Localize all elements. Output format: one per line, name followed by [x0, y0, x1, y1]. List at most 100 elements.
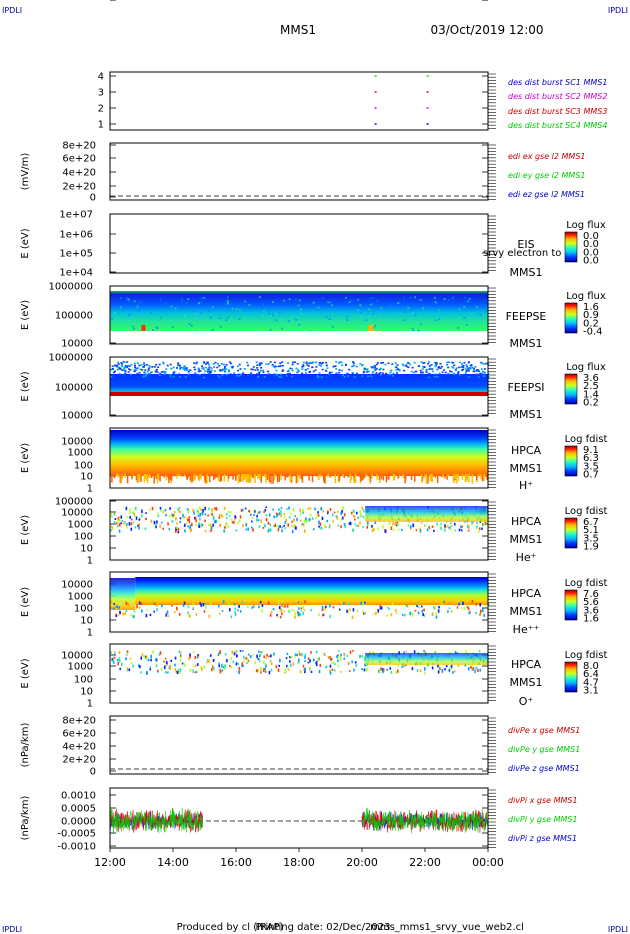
spectrogram-cell [178, 506, 181, 510]
spectrogram-cell [444, 371, 447, 374]
spectrogram-cell [437, 366, 440, 368]
spectrogram-cell [333, 669, 336, 672]
spectrogram-cell [143, 600, 145, 604]
spectrogram-cell [137, 664, 140, 667]
spectrogram-cell [238, 318, 241, 320]
spectrogram-cell [461, 474, 464, 480]
spectrogram-cell [281, 370, 284, 373]
spectrogram-cell [472, 368, 475, 370]
spectrogram-cell [340, 653, 342, 657]
spectrogram-cell [319, 522, 322, 527]
spectrogram-cell [325, 605, 327, 608]
spectrogram-cell [119, 297, 122, 299]
spectrogram-cell [452, 367, 455, 369]
spectrogram-cell [308, 518, 311, 522]
spectrogram-cell [304, 600, 306, 604]
spectrogram-cell [116, 368, 119, 371]
spectrogram-cell [310, 608, 312, 612]
spectrogram-cell [353, 515, 356, 519]
spectrogram-cell [167, 522, 169, 526]
spectrogram-cell [457, 372, 460, 375]
spectrogram-cell [268, 474, 271, 483]
spectrogram-cell [290, 512, 292, 515]
spectrogram-cell [324, 474, 326, 484]
spectrogram-cell [245, 657, 248, 660]
spectrogram-cell [336, 326, 339, 329]
spectrogram-cell [138, 518, 141, 521]
spectrogram-cell [436, 474, 439, 484]
spectrogram-cell [363, 668, 366, 672]
spectrogram-cell [164, 303, 167, 306]
spectrogram-cell [343, 523, 346, 527]
spectrogram-cell [290, 663, 292, 667]
spectrogram-cell [235, 662, 238, 666]
spectrogram-cell [477, 324, 480, 326]
spectrogram-cell [373, 314, 376, 316]
colorbar [564, 589, 578, 621]
spectrogram-cell [126, 668, 129, 672]
spectrogram-cell [294, 611, 296, 616]
spectrogram-cell [403, 613, 406, 617]
spectrogram-cell [392, 474, 395, 477]
spectrogram-cell [448, 299, 451, 301]
spectrogram-cell [198, 517, 201, 521]
spectrogram-cell [467, 524, 469, 529]
spectrogram-cell [137, 524, 139, 528]
spectrogram-cell [480, 609, 482, 613]
spectrogram-cell [182, 368, 185, 370]
spectrogram-cell [115, 319, 118, 322]
spectrogram-cell [150, 654, 153, 659]
spectrogram-cell [283, 524, 285, 527]
spectrogram-cell [357, 298, 360, 301]
spectrogram-cell [338, 369, 341, 371]
spectrogram-cell [305, 517, 307, 520]
spectrogram-cell [439, 362, 442, 365]
spectrogram-cell [123, 361, 126, 363]
spectrogram-cell [151, 650, 154, 653]
spectrogram-cell [478, 529, 480, 533]
spectrogram-cell [475, 474, 478, 481]
spectrogram-cell [347, 474, 350, 478]
spectrogram-cell [477, 369, 480, 371]
spectrogram-cell [314, 507, 316, 511]
spectrogram-cell [342, 506, 345, 510]
spectrogram-cell [196, 663, 199, 666]
spectrogram-cell [308, 362, 311, 365]
spectrogram-cell [249, 655, 252, 659]
spectrogram-cell [141, 509, 143, 514]
spectrogram-cell [292, 662, 295, 666]
spectrogram-cell [198, 474, 201, 481]
spectrogram-cell [165, 368, 168, 370]
spectrogram-cell [155, 363, 158, 366]
spectrogram-cell [219, 474, 222, 482]
spectrogram-cell [387, 318, 389, 321]
spectrogram-cell [458, 374, 461, 376]
spectrogram-cell [317, 514, 320, 517]
spectrogram-cell [190, 668, 192, 671]
spectrogram-cell [346, 319, 349, 321]
spectrogram-cell [352, 650, 354, 652]
spectrogram-cell [277, 525, 280, 530]
spectrogram-cell [346, 316, 349, 318]
spectrogram-cell [338, 362, 341, 364]
spectrogram-cell [237, 474, 240, 482]
spectrogram-cell [434, 606, 436, 609]
spectrogram-cell [422, 307, 425, 310]
spectrogram-cell [401, 373, 404, 376]
spectrogram-cell [434, 474, 437, 478]
spectrogram-cell [158, 374, 161, 376]
spectrogram-cell [231, 650, 234, 654]
spectrogram-cell [147, 376, 150, 378]
spectrogram-cell [291, 363, 294, 366]
spectrogram-cell [398, 301, 401, 304]
spectrogram-cell [337, 510, 339, 513]
spectrogram-cell [291, 608, 293, 611]
spectrogram-cell [204, 529, 207, 533]
spectrogram-cell [176, 606, 178, 611]
spectrogram-cell [397, 368, 400, 370]
spectrogram-cell [284, 671, 286, 674]
spectrogram-cell [207, 524, 210, 526]
spectrogram-cell [306, 364, 309, 366]
